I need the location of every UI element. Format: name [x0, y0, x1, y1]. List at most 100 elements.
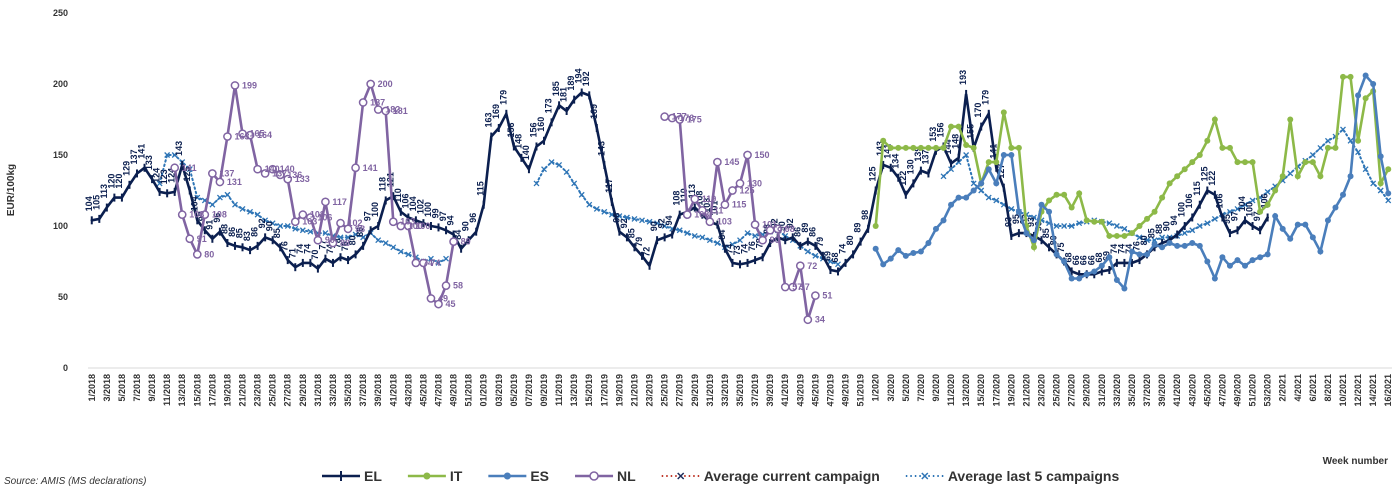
data-label: 200: [378, 79, 393, 89]
data-label: 156: [936, 122, 946, 137]
data-label: 78: [333, 238, 343, 248]
data-label: 165: [250, 129, 265, 139]
data-label: 101: [762, 220, 777, 230]
data-label: 80: [204, 249, 214, 259]
data-label: 57: [792, 282, 802, 292]
x-tick-label: 23/2018: [253, 374, 263, 407]
data-label: 176: [679, 113, 694, 123]
y-tick-label: 200: [53, 79, 68, 89]
point: [1106, 220, 1113, 227]
point: [1332, 204, 1339, 211]
point: [1211, 275, 1218, 282]
point: [1121, 225, 1128, 232]
point: [970, 180, 977, 187]
data-label: 199: [242, 80, 257, 90]
point: [299, 227, 306, 234]
data-label: 88: [219, 224, 229, 234]
data-label: 74: [302, 244, 312, 254]
data-label: 104: [408, 196, 418, 211]
data-label: 45: [445, 299, 455, 309]
legend-label: Average last 5 campaigns: [948, 468, 1120, 484]
data-label: 80: [348, 235, 358, 245]
point: [290, 217, 300, 227]
point: [811, 291, 820, 300]
point: [1340, 126, 1346, 133]
data-label: 84: [717, 230, 727, 240]
point: [1385, 197, 1392, 204]
point: [1015, 208, 1022, 215]
data-label: 83: [242, 231, 252, 241]
data-label: 85: [235, 228, 245, 238]
y-tick-label: 100: [53, 221, 68, 231]
point: [1068, 223, 1075, 229]
x-tick-label: 31/2019: [705, 374, 715, 407]
data-label: 104: [1237, 196, 1247, 211]
data-label: 85: [1147, 228, 1157, 238]
point: [948, 201, 955, 208]
point: [1030, 237, 1037, 244]
point: [1234, 206, 1241, 212]
point: [224, 191, 231, 198]
data-label: 129: [121, 161, 131, 176]
data-label: 98: [860, 210, 870, 220]
x-tick-label: 29/2020: [1082, 374, 1092, 407]
data-label: 74: [740, 244, 750, 254]
source-note: Source: AMIS (MS declarations): [4, 476, 146, 487]
data-label: 141: [137, 144, 147, 159]
point: [321, 197, 330, 207]
x-tick-label: 14/2021: [1368, 374, 1378, 407]
point: [375, 237, 382, 244]
data-label: 148: [951, 134, 961, 149]
data-label: 103: [702, 198, 712, 213]
point: [887, 144, 894, 151]
data-label: 137: [272, 168, 287, 178]
point: [232, 201, 238, 208]
data-label: 86: [355, 227, 365, 237]
data-label: 103: [717, 217, 732, 227]
point: [1377, 187, 1384, 194]
data-label: 94: [446, 216, 456, 226]
data-label: 110: [393, 188, 403, 203]
point: [411, 258, 421, 268]
data-label: 156: [528, 122, 538, 137]
data-label: 77: [317, 240, 327, 250]
point: [1046, 208, 1053, 215]
point: [426, 294, 436, 303]
point: [170, 163, 180, 173]
point: [298, 210, 308, 219]
point: [699, 234, 706, 241]
point: [1279, 225, 1286, 232]
point: [275, 170, 285, 180]
point: [788, 282, 798, 292]
point: [744, 230, 751, 237]
data-label: 108: [310, 210, 325, 220]
data-label: 79: [815, 237, 825, 247]
data-label: 125: [182, 166, 192, 181]
point: [1324, 137, 1331, 144]
data-label: 94: [664, 216, 674, 226]
point: [697, 206, 707, 215]
point: [1317, 248, 1324, 255]
data-label: 76: [340, 241, 350, 251]
point: [1385, 166, 1392, 173]
point: [1226, 208, 1233, 215]
point: [186, 166, 193, 173]
point: [1166, 180, 1173, 187]
data-label: 95: [1222, 214, 1232, 224]
point: [1249, 197, 1256, 204]
point: [639, 217, 645, 224]
x-tick-label: 47/2019: [825, 374, 835, 407]
point: [1317, 144, 1324, 151]
data-label: 163: [234, 132, 249, 142]
x-tick-label: 13/2019: [569, 374, 579, 407]
point: [1370, 81, 1377, 87]
data-label: 179: [981, 90, 991, 105]
x-tick-label: 25/2020: [1052, 374, 1062, 407]
point: [260, 169, 270, 178]
legend: EL IT ES NL Average current campaign Average …: [322, 468, 1119, 484]
point: [578, 191, 585, 198]
x-tick-label: 25/2019: [660, 374, 670, 407]
x-tick-label: 19/2020: [1006, 374, 1016, 407]
point: [728, 186, 737, 195]
data-label: 102: [415, 199, 425, 214]
